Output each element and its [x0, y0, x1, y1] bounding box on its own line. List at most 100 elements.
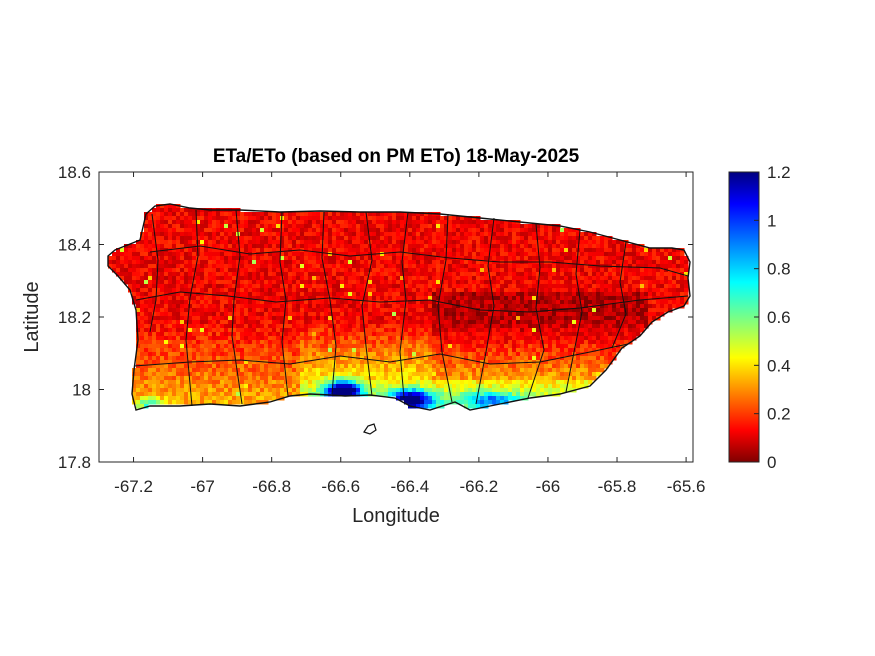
map-cell — [604, 300, 609, 305]
map-cell — [228, 288, 233, 293]
map-cell — [524, 256, 529, 261]
map-cell — [284, 236, 289, 241]
map-cell — [592, 292, 597, 297]
map-cell — [164, 228, 169, 233]
map-cell — [660, 304, 665, 309]
map-cell — [256, 316, 261, 321]
map-cell — [232, 252, 237, 257]
map-cell — [316, 308, 321, 313]
map-cell — [496, 312, 501, 317]
map-cell — [604, 272, 609, 277]
map-cell — [220, 216, 225, 221]
map-cell — [312, 328, 317, 333]
map-cell — [228, 296, 233, 301]
map-cell — [472, 312, 477, 317]
map-cell — [336, 232, 341, 237]
map-cell — [368, 296, 373, 301]
map-cell — [608, 300, 613, 305]
map-cell — [184, 208, 189, 213]
map-cell — [228, 280, 233, 285]
map-cell — [344, 320, 349, 325]
map-cell — [300, 216, 305, 221]
map-cell — [316, 216, 321, 221]
map-cell — [200, 312, 205, 317]
map-cell — [204, 356, 209, 361]
map-cell — [284, 272, 289, 277]
map-cell — [544, 332, 549, 337]
map-cell — [148, 240, 153, 245]
map-cell — [300, 312, 305, 317]
map-cell — [184, 244, 189, 249]
map-cell — [388, 272, 393, 277]
map-cell — [476, 308, 481, 313]
map-cell — [188, 268, 193, 273]
map-cell — [552, 272, 557, 277]
map-cell — [140, 316, 145, 321]
map-cell — [168, 288, 173, 293]
map-cell — [432, 348, 437, 353]
map-cell — [244, 328, 249, 333]
map-cell — [444, 328, 449, 333]
map-cell — [536, 292, 541, 297]
map-cell — [572, 260, 577, 265]
map-cell — [292, 336, 297, 341]
map-cell — [236, 212, 241, 217]
map-cell — [412, 220, 417, 225]
map-cell — [440, 328, 445, 333]
map-cell — [164, 280, 169, 285]
map-cell — [488, 256, 493, 261]
map-cell — [532, 224, 537, 229]
map-cell — [420, 352, 425, 357]
map-cell — [420, 300, 425, 305]
map-cell — [408, 328, 413, 333]
map-cell — [632, 320, 637, 325]
map-cell — [200, 276, 205, 281]
map-cell — [544, 344, 549, 349]
map-cell — [284, 248, 289, 253]
map-cell — [492, 276, 497, 281]
map-cell — [276, 292, 281, 297]
map-cell — [260, 276, 265, 281]
map-cell — [320, 268, 325, 273]
map-cell — [176, 260, 181, 265]
map-cell — [436, 296, 441, 301]
map-cell — [324, 288, 329, 293]
map-cell — [340, 292, 345, 297]
map-cell — [200, 228, 205, 233]
map-cell — [632, 260, 637, 265]
map-cell — [544, 268, 549, 273]
map-cell — [148, 340, 153, 345]
map-cell — [400, 224, 405, 229]
map-cell — [324, 312, 329, 317]
map-cell — [632, 292, 637, 297]
map-cell — [340, 244, 345, 249]
map-cell — [316, 364, 321, 369]
map-cell — [440, 244, 445, 249]
map-cell — [404, 232, 409, 237]
map-cell — [224, 224, 229, 229]
map-cell — [580, 292, 585, 297]
map-cell — [408, 276, 413, 281]
map-cell — [372, 292, 377, 297]
map-cell — [340, 228, 345, 233]
map-cell — [352, 292, 357, 297]
map-cell — [272, 292, 277, 297]
map-cell — [596, 312, 601, 317]
map-cell — [200, 260, 205, 265]
map-cell — [496, 288, 501, 293]
map-cell — [172, 232, 177, 237]
map-cell — [564, 324, 569, 329]
map-cell — [472, 284, 477, 289]
map-cell — [300, 264, 305, 269]
map-cell — [520, 300, 525, 305]
map-cell — [188, 340, 193, 345]
map-cell — [148, 280, 153, 285]
map-cell — [556, 336, 561, 341]
map-cell — [556, 316, 561, 321]
map-cell — [272, 232, 277, 237]
map-cell — [492, 236, 497, 241]
map-cell — [264, 260, 269, 265]
map-cell — [472, 292, 477, 297]
map-cell — [432, 308, 437, 313]
map-cell — [168, 268, 173, 273]
